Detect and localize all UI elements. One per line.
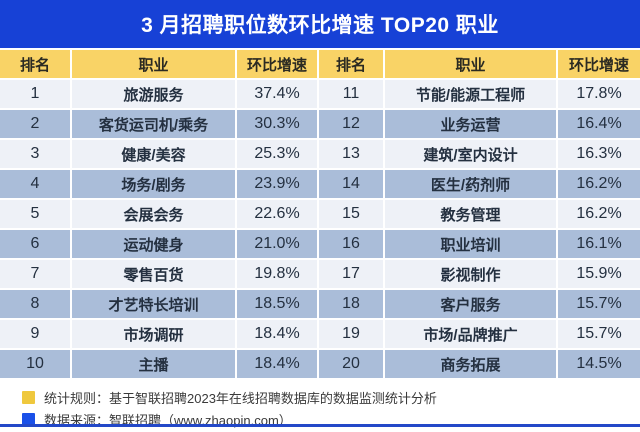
rate-cell: 16.1% <box>558 230 640 258</box>
rate-cell: 37.4% <box>237 80 317 108</box>
stat-rule-line: 统计规则：基于智联招聘2023年在线招聘数据库的数据监测统计分析 <box>22 388 640 407</box>
rate-cell: 18.4% <box>237 320 317 348</box>
job-cell: 客货运司机/乘务 <box>72 110 235 138</box>
legend-blue-swatch <box>22 413 35 426</box>
rank-cell: 10 <box>0 350 70 378</box>
rate-cell: 18.4% <box>237 350 317 378</box>
job-cell: 会展会务 <box>72 200 235 228</box>
rank-cell: 8 <box>0 290 70 318</box>
column-header-job-right: 职业 <box>385 50 556 78</box>
rate-cell: 22.6% <box>237 200 317 228</box>
job-cell: 职业培训 <box>385 230 556 258</box>
rank-cell: 13 <box>319 140 383 168</box>
rate-cell: 30.3% <box>237 110 317 138</box>
job-cell: 医生/药剂师 <box>385 170 556 198</box>
column-header-rank-left: 排名 <box>0 50 70 78</box>
rank-cell: 20 <box>319 350 383 378</box>
rate-cell: 15.7% <box>558 320 640 348</box>
job-cell: 业务运营 <box>385 110 556 138</box>
job-cell: 场务/剧务 <box>72 170 235 198</box>
rate-cell: 17.8% <box>558 80 640 108</box>
rank-cell: 19 <box>319 320 383 348</box>
rank-cell: 1 <box>0 80 70 108</box>
rank-cell: 3 <box>0 140 70 168</box>
job-cell: 客户服务 <box>385 290 556 318</box>
rate-cell: 21.0% <box>237 230 317 258</box>
job-cell: 健康/美容 <box>72 140 235 168</box>
job-cell: 建筑/室内设计 <box>385 140 556 168</box>
ranking-table: 排名 职业 环比增速 排名 职业 环比增速 1 旅游服务 37.4% 11 节能/能源工… <box>0 48 640 378</box>
rate-cell: 15.9% <box>558 260 640 288</box>
page-title: 3 月招聘职位数环比增速 TOP20 职业 <box>0 0 640 48</box>
job-cell: 运动健身 <box>72 230 235 258</box>
job-cell: 市场调研 <box>72 320 235 348</box>
job-cell: 零售百货 <box>72 260 235 288</box>
rank-cell: 15 <box>319 200 383 228</box>
rate-cell: 23.9% <box>237 170 317 198</box>
rank-cell: 11 <box>319 80 383 108</box>
rank-cell: 18 <box>319 290 383 318</box>
job-cell: 教务管理 <box>385 200 556 228</box>
rate-cell: 25.3% <box>237 140 317 168</box>
rank-cell: 7 <box>0 260 70 288</box>
rank-cell: 2 <box>0 110 70 138</box>
column-header-rank-right: 排名 <box>319 50 383 78</box>
column-header-job-left: 职业 <box>72 50 235 78</box>
footer-notes: 统计规则：基于智联招聘2023年在线招聘数据库的数据监测统计分析 数据来源：智联… <box>0 378 640 432</box>
rate-cell: 16.2% <box>558 200 640 228</box>
stat-rule-text: 统计规则：基于智联招聘2023年在线招聘数据库的数据监测统计分析 <box>44 391 437 406</box>
job-cell: 旅游服务 <box>72 80 235 108</box>
rate-cell: 18.5% <box>237 290 317 318</box>
rank-cell: 14 <box>319 170 383 198</box>
rank-cell: 5 <box>0 200 70 228</box>
job-cell: 才艺特长培训 <box>72 290 235 318</box>
rank-cell: 12 <box>319 110 383 138</box>
rate-cell: 19.8% <box>237 260 317 288</box>
rate-cell: 14.5% <box>558 350 640 378</box>
rank-cell: 17 <box>319 260 383 288</box>
rate-cell: 16.2% <box>558 170 640 198</box>
job-cell: 商务拓展 <box>385 350 556 378</box>
rate-cell: 15.7% <box>558 290 640 318</box>
rank-cell: 9 <box>0 320 70 348</box>
rank-cell: 16 <box>319 230 383 258</box>
job-cell: 市场/品牌推广 <box>385 320 556 348</box>
rank-cell: 4 <box>0 170 70 198</box>
rate-cell: 16.4% <box>558 110 640 138</box>
column-header-rate-right: 环比增速 <box>558 50 640 78</box>
legend-yellow-swatch <box>22 391 35 404</box>
rate-cell: 16.3% <box>558 140 640 168</box>
job-cell: 主播 <box>72 350 235 378</box>
job-cell: 节能/能源工程师 <box>385 80 556 108</box>
bottom-blue-strip <box>0 424 640 427</box>
job-cell: 影视制作 <box>385 260 556 288</box>
rank-cell: 6 <box>0 230 70 258</box>
column-header-rate-left: 环比增速 <box>237 50 317 78</box>
